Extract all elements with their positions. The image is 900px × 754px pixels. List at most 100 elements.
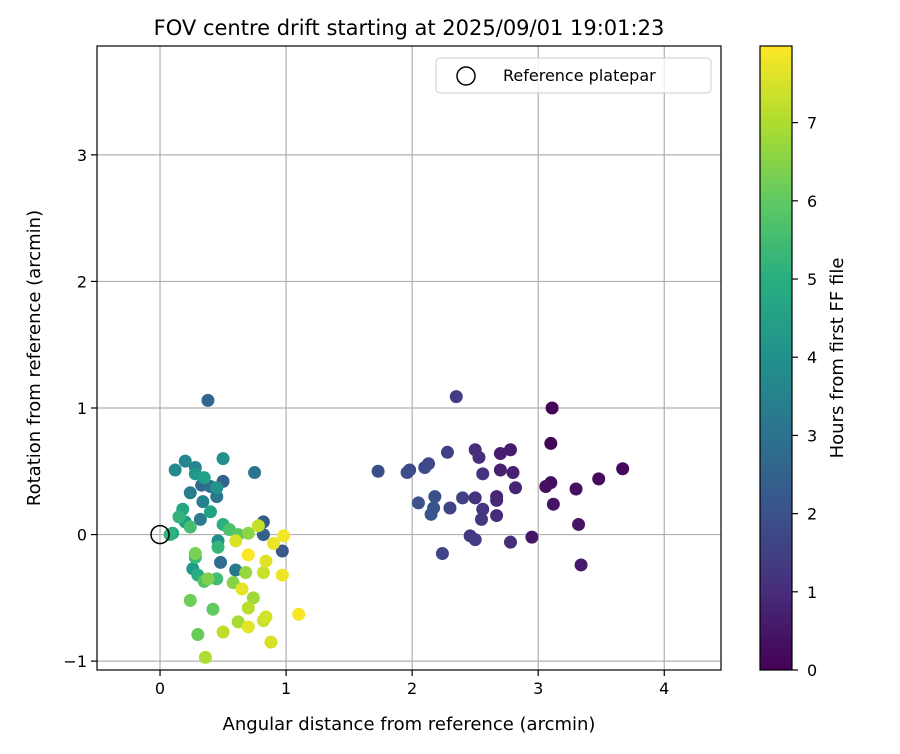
data-point [546,497,560,511]
data-point [197,471,211,485]
data-point [193,512,207,526]
chart-title: FOV centre drift starting at 2025/09/01 … [154,16,665,40]
legend: Reference platepar [435,57,712,94]
colorbar-tick-label: 3 [807,426,817,445]
data-point [188,547,202,561]
data-point [246,591,260,605]
data-point [476,467,490,481]
colorbar-tick-label: 0 [807,661,817,680]
data-point [259,554,273,568]
data-point [292,607,306,621]
data-point [428,490,442,504]
data-point [229,563,243,577]
data-point [163,528,177,542]
data-point [168,463,182,477]
data-point [400,466,414,480]
reference-marker [150,524,170,545]
data-point [525,530,539,544]
data-point [574,558,588,572]
grid [97,46,721,670]
y-tick-label: 2 [77,272,87,291]
data-point [183,520,197,534]
data-point [474,512,488,526]
data-point [490,493,504,507]
y-tick-label: 1 [77,399,87,418]
legend-marker-icon [456,66,476,86]
data-point [509,481,523,495]
data-point [545,401,559,415]
x-axis-label: Angular distance from reference (arcmin) [223,714,596,735]
data-point [264,635,278,649]
plot-frame [96,45,722,671]
colorbar-tick-label: 7 [807,114,817,133]
data-point [371,464,385,478]
data-point [503,535,517,549]
data-point [493,463,507,477]
data-point [241,526,255,540]
data-point [503,443,517,457]
colorbar-tick-label: 1 [807,583,817,602]
data-point [506,466,520,480]
y-tick-label: 0 [77,526,87,545]
data-point [248,466,262,480]
data-point [572,517,586,531]
colorbar-gradient [760,46,792,670]
colorbar-tick-label: 4 [807,348,817,367]
data-point [206,602,220,616]
data-point [229,534,243,548]
data-point [251,519,265,533]
y-tick-label: 3 [77,146,87,165]
data-point [191,628,205,642]
data-point [211,540,225,554]
data-point [468,533,482,547]
data-point [216,625,230,639]
data-point [493,447,507,461]
data-point [183,486,197,500]
data-point [210,481,224,495]
data-point [616,462,630,476]
y-axis-label: Rotation from reference (arcmin) [24,210,45,506]
data-point [592,472,606,486]
data-point [256,566,270,580]
data-point [275,568,289,582]
colorbar-label: Hours from first FF file [827,258,848,459]
data-point [569,482,583,496]
data-point [241,548,255,562]
data-point [214,555,228,569]
x-tick-label: 4 [659,679,669,698]
data-point [216,452,230,466]
colorbar-tick-label: 2 [807,505,817,524]
colorbar-frame [759,45,793,671]
data-point [203,505,217,519]
colorbar: 0 1 2 3 4 5 6 7 Hours from first FF file [759,45,848,680]
data-point [266,536,280,550]
data-point [231,615,245,629]
x-tick-label: 2 [407,679,417,698]
data-point [201,572,215,586]
data-point [472,450,486,464]
colorbar-ticks: 0 1 2 3 4 5 6 7 [792,114,817,680]
data-point [239,566,253,580]
data-point [449,390,463,404]
data-point [411,496,425,510]
data-point [490,509,504,523]
data-point [277,529,291,543]
x-tick-label: 0 [155,679,165,698]
x-tick-label: 1 [281,679,291,698]
data-point [443,501,457,515]
data-point [235,582,249,596]
data-point [476,502,490,516]
data-point [435,547,449,561]
data-point [259,610,273,624]
data-point [275,544,289,558]
data-point [418,460,432,474]
data-point [241,601,255,615]
colorbar-tick-label: 5 [807,270,817,289]
x-tick-label: 3 [533,679,543,698]
data-point [201,393,215,407]
data-point [539,479,553,493]
data-point [183,593,197,607]
data-point [424,507,438,521]
data-point [468,491,482,505]
